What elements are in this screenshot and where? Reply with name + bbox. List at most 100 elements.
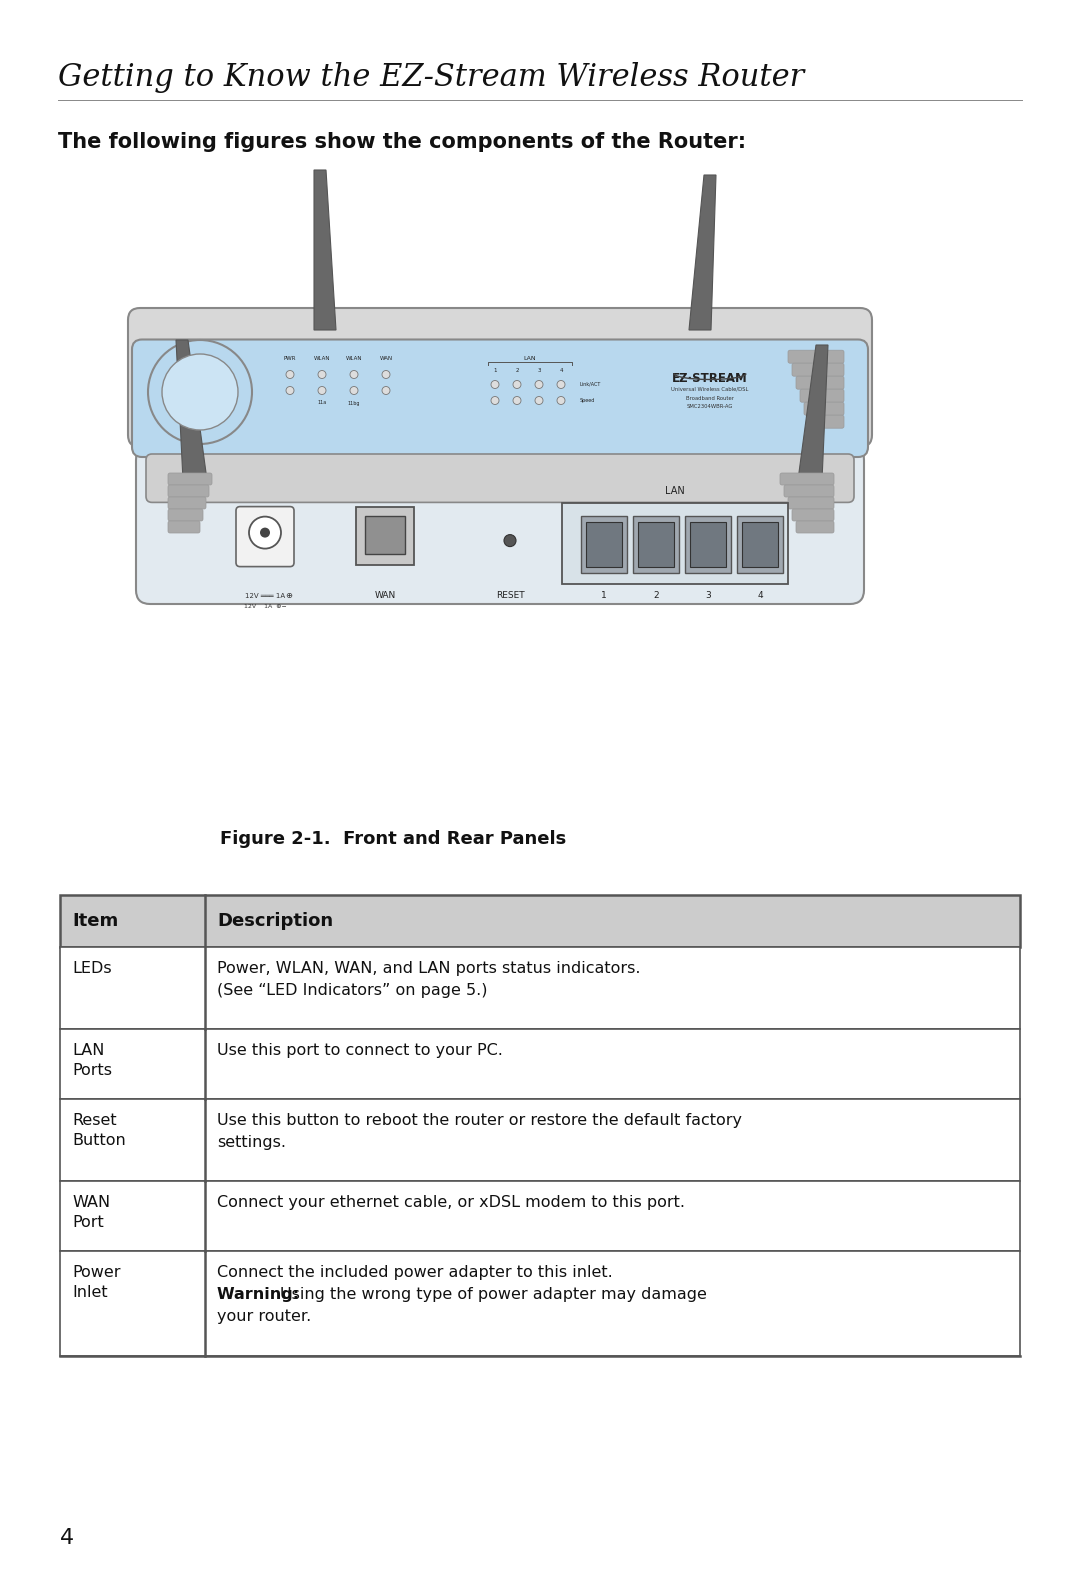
FancyBboxPatch shape [60, 1028, 1020, 1099]
FancyBboxPatch shape [60, 1251, 1020, 1356]
FancyBboxPatch shape [788, 350, 843, 363]
FancyBboxPatch shape [60, 1099, 1020, 1181]
Text: SMC2304WBR-AG: SMC2304WBR-AG [687, 405, 733, 410]
Text: RESET: RESET [496, 590, 524, 600]
FancyBboxPatch shape [737, 515, 783, 573]
Text: Figure 2-1.  Front and Rear Panels: Figure 2-1. Front and Rear Panels [220, 831, 566, 848]
Circle shape [162, 353, 238, 430]
Circle shape [318, 386, 326, 394]
Circle shape [350, 386, 357, 394]
Text: WLAN: WLAN [346, 355, 362, 361]
Text: 3: 3 [537, 369, 541, 374]
Text: LAN: LAN [524, 356, 537, 361]
Text: 12V ═══ 1A: 12V ═══ 1A [245, 593, 285, 600]
Text: WLAN: WLAN [314, 355, 330, 361]
Text: Connect your ethernet cable, or xDSL modem to this port.: Connect your ethernet cable, or xDSL mod… [217, 1195, 685, 1210]
Text: Universal Wireless Cable/DSL: Universal Wireless Cable/DSL [672, 386, 748, 391]
Text: 4: 4 [559, 369, 563, 374]
FancyBboxPatch shape [237, 507, 294, 567]
Circle shape [382, 371, 390, 378]
Text: 4: 4 [757, 590, 762, 600]
Text: 2: 2 [653, 590, 659, 600]
FancyBboxPatch shape [586, 521, 622, 567]
Text: 11a: 11a [318, 400, 326, 405]
FancyBboxPatch shape [129, 308, 872, 447]
Text: 1: 1 [494, 369, 497, 374]
FancyBboxPatch shape [808, 414, 843, 429]
Text: 3: 3 [705, 590, 711, 600]
Text: The following figures show the components of the Router:: The following figures show the component… [58, 132, 746, 152]
FancyBboxPatch shape [780, 473, 834, 485]
Text: PWR: PWR [284, 355, 296, 361]
Text: Description: Description [217, 912, 333, 929]
FancyBboxPatch shape [796, 521, 834, 532]
FancyBboxPatch shape [168, 473, 212, 485]
FancyBboxPatch shape [788, 498, 834, 509]
Text: 11bg: 11bg [348, 400, 361, 405]
Circle shape [491, 380, 499, 388]
FancyBboxPatch shape [168, 485, 210, 498]
FancyBboxPatch shape [60, 895, 1020, 947]
Text: WAN: WAN [379, 355, 392, 361]
FancyBboxPatch shape [633, 515, 679, 573]
FancyBboxPatch shape [742, 521, 778, 567]
Circle shape [491, 397, 499, 405]
FancyBboxPatch shape [792, 509, 834, 521]
Text: Broadband Router: Broadband Router [686, 396, 734, 400]
FancyBboxPatch shape [168, 521, 200, 532]
Circle shape [513, 380, 521, 388]
Text: Link/ACT: Link/ACT [580, 382, 602, 386]
Polygon shape [689, 174, 716, 330]
Text: 1: 1 [602, 590, 607, 600]
Circle shape [504, 535, 516, 546]
FancyBboxPatch shape [796, 377, 843, 389]
Circle shape [350, 371, 357, 378]
Text: WAN
Port: WAN Port [72, 1195, 110, 1229]
FancyBboxPatch shape [356, 507, 414, 565]
Circle shape [557, 397, 565, 405]
Polygon shape [798, 345, 828, 480]
Text: Power
Inlet: Power Inlet [72, 1265, 121, 1300]
FancyBboxPatch shape [60, 947, 1020, 1028]
FancyBboxPatch shape [690, 521, 726, 567]
Text: your router.: your router. [217, 1309, 311, 1324]
Circle shape [260, 528, 270, 537]
FancyBboxPatch shape [685, 515, 731, 573]
Circle shape [286, 386, 294, 394]
Text: Warning:: Warning: [217, 1287, 305, 1302]
Circle shape [318, 371, 326, 378]
FancyBboxPatch shape [581, 515, 627, 573]
Text: Use this port to connect to your PC.: Use this port to connect to your PC. [217, 1042, 503, 1058]
Circle shape [249, 517, 281, 548]
Text: Use this button to reboot the router or restore the default factory: Use this button to reboot the router or … [217, 1113, 742, 1127]
FancyBboxPatch shape [168, 498, 206, 509]
Circle shape [557, 380, 565, 388]
FancyBboxPatch shape [365, 517, 405, 554]
FancyBboxPatch shape [132, 339, 868, 457]
Circle shape [382, 386, 390, 394]
Text: 4: 4 [60, 1528, 75, 1548]
Text: Speed: Speed [580, 399, 595, 403]
Text: Power, WLAN, WAN, and LAN ports status indicators.: Power, WLAN, WAN, and LAN ports status i… [217, 961, 640, 977]
Text: LAN: LAN [665, 485, 685, 496]
Text: EZ·STREAM: EZ·STREAM [672, 372, 747, 386]
Text: Item: Item [72, 912, 118, 929]
Text: 2: 2 [515, 369, 518, 374]
Polygon shape [176, 341, 207, 480]
Text: WAN: WAN [375, 590, 395, 600]
FancyBboxPatch shape [784, 485, 834, 498]
Circle shape [286, 371, 294, 378]
FancyBboxPatch shape [804, 402, 843, 414]
FancyBboxPatch shape [638, 521, 674, 567]
Text: Reset
Button: Reset Button [72, 1113, 125, 1148]
FancyBboxPatch shape [792, 363, 843, 377]
FancyBboxPatch shape [168, 509, 203, 521]
Polygon shape [314, 170, 336, 330]
Circle shape [535, 397, 543, 405]
Text: settings.: settings. [217, 1135, 286, 1149]
Text: LAN
Ports: LAN Ports [72, 1042, 112, 1077]
FancyBboxPatch shape [146, 454, 854, 502]
Text: ⊕: ⊕ [285, 590, 292, 600]
Circle shape [513, 397, 521, 405]
FancyBboxPatch shape [60, 1181, 1020, 1251]
